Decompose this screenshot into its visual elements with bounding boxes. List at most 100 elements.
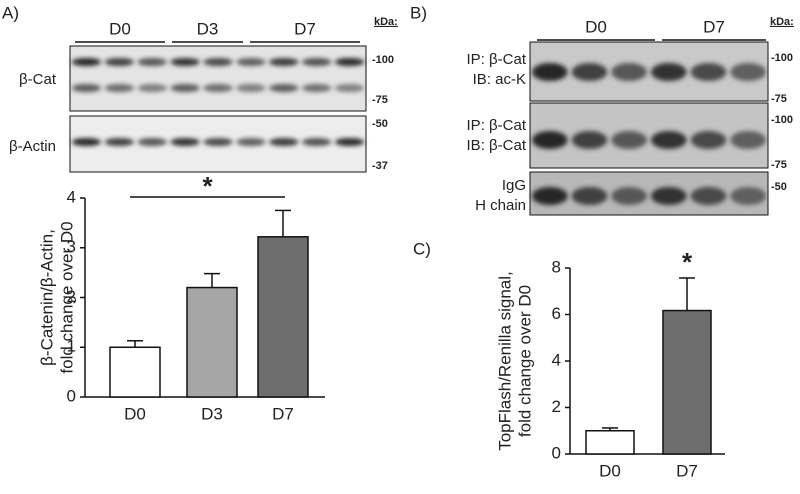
blot-row-label: β-Cat — [19, 71, 57, 88]
x-tick-label: D0 — [599, 461, 621, 480]
band — [236, 58, 266, 66]
band — [301, 138, 332, 146]
blot-row-label: β-Actin — [9, 138, 56, 155]
band — [137, 58, 168, 66]
blot-row-label: IB: ac-K — [473, 71, 526, 88]
y-tick-label: 8 — [552, 257, 561, 276]
band — [690, 63, 727, 81]
lane-group-label: D3 — [197, 19, 219, 38]
y-tick-label: 1 — [67, 337, 76, 356]
y-tick-label: 4 — [552, 350, 561, 369]
y-axis-label: fold change over D0 — [515, 285, 534, 437]
y-axis-label: fold change over D0 — [57, 221, 76, 373]
lane-group-label: D7 — [703, 17, 725, 36]
blot-row-label: H chain — [475, 197, 526, 214]
panel-label: B) — [410, 3, 427, 22]
band — [137, 84, 168, 92]
bar — [257, 236, 309, 398]
kda-marker: -100 — [771, 52, 793, 64]
band — [203, 58, 233, 66]
band — [650, 187, 687, 205]
y-tick-label: 4 — [67, 187, 76, 206]
blot — [529, 41, 769, 102]
band — [611, 63, 648, 81]
significance-star: * — [682, 247, 693, 277]
band — [104, 138, 135, 146]
blot-row-label: IP: β-Cat — [467, 117, 527, 134]
x-tick-label: D3 — [201, 404, 223, 423]
bar — [662, 309, 712, 455]
panel-label: A) — [2, 3, 19, 22]
band — [334, 138, 365, 146]
y-tick-label: 2 — [552, 397, 561, 416]
kda-marker: -37 — [372, 160, 388, 172]
lane-group-label: D0 — [109, 19, 131, 38]
band — [571, 187, 608, 205]
band — [650, 131, 687, 149]
kda-label: kDa: — [770, 16, 794, 28]
blots: A) B) kDa: kDa: — [2, 3, 794, 27]
band — [690, 187, 727, 205]
band — [71, 138, 102, 146]
kda-marker: -100 — [372, 54, 394, 66]
band — [170, 138, 200, 146]
band — [571, 63, 608, 81]
band — [203, 138, 233, 146]
y-tick-label: 6 — [552, 304, 561, 323]
y-axis-label: β-Catenin/β-Actin, — [37, 229, 56, 366]
kda-marker: -75 — [771, 93, 787, 105]
band — [730, 131, 767, 149]
kda-marker: -100 — [771, 114, 793, 126]
y-tick-label: 0 — [552, 443, 561, 462]
blot-row-label: IP: β-Cat — [467, 51, 527, 68]
band — [531, 63, 568, 81]
band — [531, 131, 568, 149]
blot — [529, 102, 769, 169]
band — [268, 138, 299, 146]
blot — [529, 171, 769, 216]
band — [137, 138, 168, 146]
bar — [585, 430, 635, 455]
kda-marker: -75 — [372, 94, 388, 106]
band — [71, 84, 102, 92]
significance-star: * — [202, 171, 213, 201]
blot-row-label: IB: β-Cat — [467, 137, 527, 154]
blot — [69, 45, 367, 112]
band — [236, 84, 266, 92]
y-axis-label: TopFlash/Renilla signal, — [495, 271, 514, 451]
x-tick-label: D7 — [676, 461, 698, 480]
band — [611, 187, 648, 205]
band — [170, 84, 200, 92]
y-tick-label: 0 — [67, 386, 76, 405]
blot-row-label: IgG — [502, 177, 526, 194]
band — [334, 58, 365, 66]
x-tick-label: D0 — [124, 404, 146, 423]
band — [170, 58, 200, 66]
band — [268, 58, 299, 66]
lane-group-label: D0 — [585, 17, 607, 36]
bar — [186, 286, 238, 398]
band — [531, 187, 568, 205]
bar — [109, 346, 161, 398]
y-tick-label: 2 — [67, 287, 76, 306]
band — [71, 58, 102, 66]
kda-marker: -50 — [372, 118, 388, 130]
kda-marker: -50 — [771, 181, 787, 193]
band — [104, 84, 135, 92]
band — [650, 63, 687, 81]
band — [301, 58, 332, 66]
band — [611, 131, 648, 149]
lane-group-label: D7 — [294, 19, 316, 38]
y-tick-label: 3 — [67, 237, 76, 256]
kda-marker: -75 — [771, 159, 787, 171]
kda-label: kDa: — [374, 16, 398, 28]
band — [690, 131, 727, 149]
band — [203, 84, 233, 92]
band — [301, 84, 332, 92]
band — [730, 187, 767, 205]
band — [571, 131, 608, 149]
band — [334, 84, 365, 92]
band — [236, 138, 266, 146]
